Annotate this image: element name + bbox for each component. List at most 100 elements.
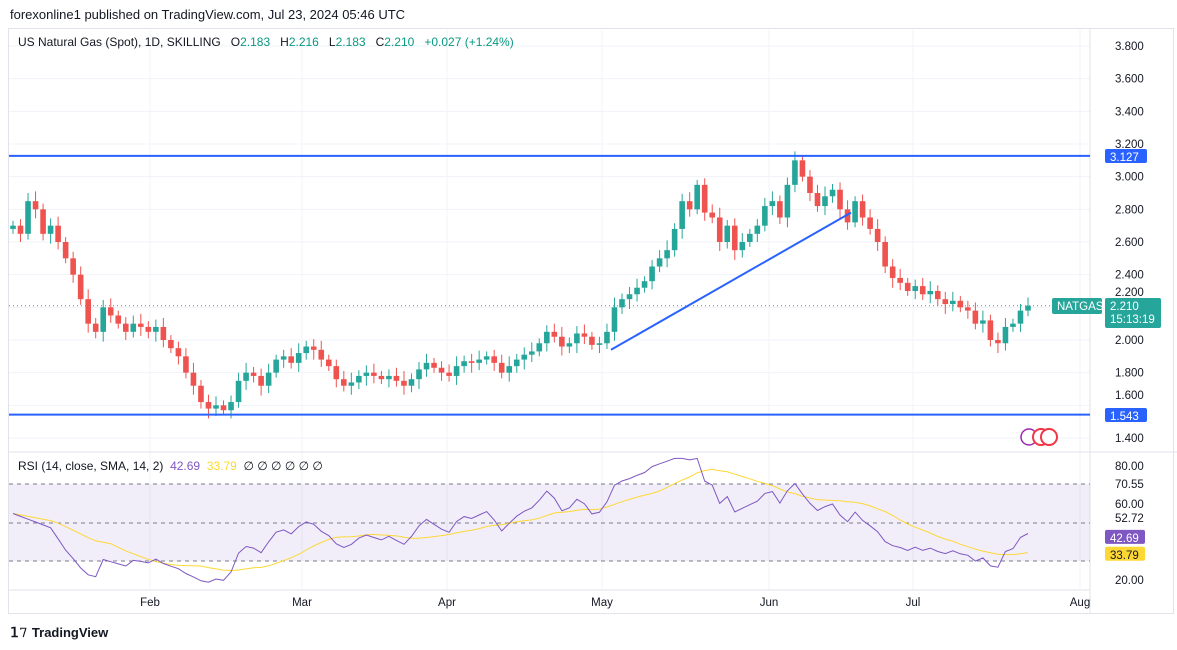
candle-body — [694, 184, 700, 210]
candle-body — [348, 382, 355, 386]
candle-body — [769, 201, 776, 207]
candle-body — [799, 160, 806, 177]
rsi-line — [12, 457, 1029, 583]
open-value: 2.183 — [240, 35, 271, 49]
date-tick-label: May — [591, 597, 613, 609]
high-value: 2.216 — [288, 35, 319, 49]
published-caption: forexonline1 published on TradingView.co… — [10, 7, 406, 22]
tradingview-logo[interactable]: 𝟣𝟽 TradingView — [10, 624, 108, 641]
candle-body — [408, 379, 415, 386]
candle-body — [987, 320, 994, 340]
change-value: +0.027 (+1.24%) — [424, 35, 514, 49]
candle-body — [453, 366, 460, 376]
rsi-badge — [1105, 529, 1145, 544]
price-badge-text: 2.210 — [1110, 301, 1139, 313]
candle-body — [634, 287, 640, 295]
candle-body — [190, 372, 197, 386]
candle-body — [325, 359, 332, 367]
candle-body — [115, 315, 122, 324]
candle-body — [1017, 310, 1024, 324]
price-badge-text: 15:13:19 — [1110, 314, 1155, 326]
candle-body — [461, 361, 467, 367]
candle-body — [85, 299, 91, 324]
candle-body — [145, 326, 152, 332]
candle-body — [747, 233, 753, 242]
candle-body — [521, 354, 528, 360]
candle-body — [47, 225, 54, 234]
rsi-sma-badge-text: 33.79 — [1110, 550, 1139, 562]
candle-body — [980, 320, 986, 324]
price-tick-label: 2.600 — [1115, 237, 1144, 249]
candle-body — [995, 339, 1001, 344]
rsi-tick-label: 20.00 — [1115, 575, 1144, 587]
candle-body — [416, 369, 422, 380]
price-tick-label: 1.600 — [1115, 390, 1144, 402]
candle-body — [739, 241, 746, 251]
candle-body — [1002, 326, 1009, 344]
candle-body — [551, 331, 558, 337]
symbol-legend: US Natural Gas (Spot), 1D, SKILLING O2.1… — [18, 35, 514, 49]
candle-body — [243, 372, 249, 381]
candle-body — [965, 307, 971, 311]
price-tick-label: 3.600 — [1115, 74, 1144, 86]
rsi-sma-value: 33.79 — [206, 459, 237, 473]
candle-body — [656, 258, 663, 267]
low-label: L — [328, 35, 336, 49]
candle-body — [626, 294, 633, 300]
rsi-badge-text: 42.69 — [1110, 533, 1139, 545]
tv-logo-icon: 𝟣𝟽 — [10, 624, 28, 640]
chart-frame — [8, 28, 1174, 614]
candle-body — [919, 286, 926, 295]
candle-body — [649, 266, 655, 282]
candle-body — [122, 323, 129, 332]
candle-body — [784, 184, 791, 218]
date-tick-label: Jul — [906, 597, 921, 609]
rsi-tick-label: 80.00 — [1115, 461, 1144, 473]
rsi-tick-label: 52.72 — [1115, 513, 1144, 525]
candle-body — [423, 362, 430, 370]
candle-body — [363, 372, 370, 376]
candle-body — [574, 333, 580, 344]
candle-body — [250, 372, 257, 376]
rsi-title: RSI (14, close, SMA, 14, 2) — [18, 459, 164, 473]
candle-body — [498, 362, 505, 373]
date-tick-label: Aug — [1070, 597, 1090, 609]
date-tick-label: Jun — [760, 597, 779, 609]
candle-body — [807, 176, 813, 193]
candle-body — [92, 323, 99, 332]
candle-body — [476, 359, 482, 363]
candle-body — [288, 356, 294, 363]
candle-body — [40, 209, 46, 234]
candle-body — [491, 356, 497, 363]
rsi-tick-label: 70.55 — [1115, 479, 1144, 491]
candle-body — [1010, 323, 1016, 327]
candle-body — [754, 225, 761, 234]
candle-body — [859, 201, 866, 218]
candle-body — [100, 307, 107, 332]
candle-body — [762, 206, 768, 226]
candle-body — [175, 348, 182, 357]
candle-body — [220, 405, 227, 411]
candle-body — [904, 282, 911, 291]
candle-body — [130, 323, 137, 332]
candle-body — [837, 189, 843, 210]
candle-body — [280, 356, 287, 360]
price-tick-label: 1.400 — [1115, 433, 1144, 445]
candle-body — [160, 326, 167, 340]
candle-body — [205, 402, 212, 409]
candle-body — [544, 331, 550, 344]
candle-body — [724, 225, 731, 242]
price-tick-label: 3.800 — [1115, 41, 1144, 53]
rsi-sma-line — [12, 468, 1029, 572]
candle-body — [138, 323, 144, 327]
candle-body — [393, 375, 400, 381]
candle-body — [1025, 305, 1031, 311]
support-badge-text: 1.543 — [1110, 411, 1139, 423]
candle-body — [228, 402, 234, 411]
candle-body — [814, 192, 821, 207]
candle-body — [213, 405, 219, 409]
candle-body — [641, 281, 648, 288]
candle-body — [852, 201, 858, 223]
candle-body — [303, 346, 310, 354]
